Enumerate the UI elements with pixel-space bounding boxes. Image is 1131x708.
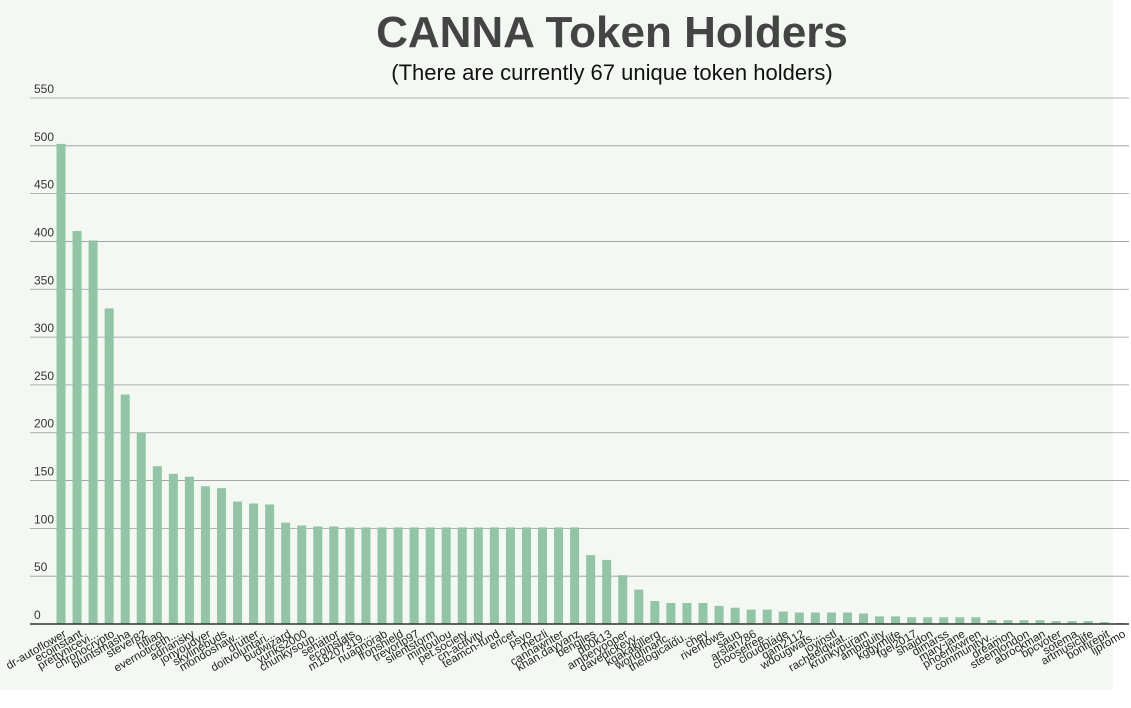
bar	[1083, 621, 1093, 624]
grid-lines	[30, 97, 1129, 577]
bar	[987, 620, 997, 624]
y-tick-label: 350	[34, 273, 54, 287]
bar	[602, 559, 612, 624]
bar	[72, 230, 82, 624]
bar	[489, 527, 499, 624]
bar	[473, 527, 483, 624]
bar	[859, 613, 868, 624]
chart-title: CANNA Token Holders	[376, 8, 848, 57]
y-tick-label: 500	[34, 130, 54, 144]
bar	[746, 609, 756, 624]
bar	[136, 432, 146, 624]
bar	[826, 612, 836, 624]
bar	[714, 605, 724, 624]
bar	[297, 525, 307, 624]
bars	[56, 143, 1125, 625]
bar	[891, 616, 901, 624]
bar	[971, 617, 981, 624]
bar	[875, 616, 885, 624]
bar	[184, 476, 194, 624]
bar	[1099, 622, 1109, 624]
y-tick-label: 300	[34, 321, 54, 335]
bar	[345, 527, 355, 624]
bar	[730, 607, 740, 624]
bar	[265, 504, 275, 624]
bar	[810, 612, 820, 624]
y-tick-label: 50	[34, 560, 48, 574]
bar	[650, 601, 660, 624]
y-tick-label: 0	[34, 608, 41, 622]
bar	[56, 143, 66, 624]
bar	[666, 602, 676, 624]
y-tick-label: 400	[34, 225, 54, 239]
bar	[907, 617, 917, 624]
bar	[441, 527, 451, 624]
bar	[505, 527, 515, 624]
bar	[682, 602, 692, 624]
y-tick-label: 250	[34, 369, 54, 383]
bar	[1003, 620, 1013, 624]
bar	[457, 527, 467, 624]
bar	[842, 612, 852, 624]
bar	[329, 526, 339, 624]
bar	[538, 527, 547, 624]
bar	[200, 486, 210, 624]
bar	[217, 488, 226, 624]
bar	[554, 527, 564, 624]
bar	[618, 575, 628, 624]
bar	[586, 555, 596, 624]
bar	[88, 240, 98, 625]
bar	[1035, 620, 1045, 624]
y-tick-label: 200	[34, 417, 54, 431]
bar	[409, 527, 419, 624]
bar	[1067, 621, 1077, 624]
bar	[762, 609, 772, 624]
bar	[313, 526, 323, 624]
bar	[393, 527, 403, 624]
y-tick-label: 100	[34, 512, 54, 526]
bar	[120, 394, 130, 624]
bar	[923, 617, 933, 624]
bar	[778, 611, 788, 624]
bar	[249, 503, 259, 624]
bar	[939, 617, 949, 624]
y-tick-label: 550	[34, 82, 54, 96]
bar	[634, 589, 644, 624]
y-tick-label: 450	[34, 178, 54, 192]
bar	[425, 527, 435, 624]
bar	[521, 527, 531, 624]
bar	[794, 612, 804, 624]
bar	[233, 501, 243, 624]
bar	[698, 602, 708, 624]
y-axis-ticks: 0 50 100 150 200 250 300 350 400 450 500 550	[34, 82, 54, 622]
bar	[1051, 621, 1061, 624]
bar	[377, 527, 387, 624]
bar	[281, 522, 291, 624]
chart-subtitle: (There are currently 67 unique token hol…	[391, 60, 832, 85]
bar	[1019, 620, 1029, 624]
bar	[152, 466, 162, 624]
bar	[168, 473, 178, 624]
y-tick-label: 150	[34, 465, 54, 479]
bar	[361, 527, 371, 624]
bar	[570, 527, 580, 624]
bar	[955, 617, 965, 624]
bar	[104, 308, 114, 624]
